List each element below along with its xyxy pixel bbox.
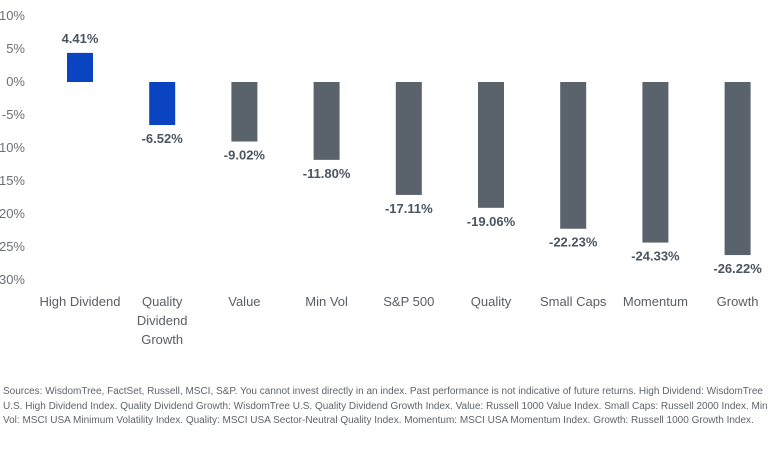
category-label: Quality — [471, 294, 512, 309]
category-label: Growth — [141, 332, 183, 347]
bar-chart: 10% 5% 0% -5% 10% 15% 20% 25% 30% 4.41% High Divid… — [0, 8, 762, 347]
bar — [724, 82, 751, 256]
data-label: -9.02% — [224, 148, 266, 163]
data-label: 4.41% — [62, 31, 99, 46]
category-label: High Dividend — [40, 294, 121, 309]
y-tick-label: 25% — [0, 239, 25, 254]
data-label: -22.23% — [549, 235, 598, 250]
bar — [478, 82, 504, 208]
y-tick-label: 10% — [0, 140, 25, 155]
sources-footnote: Sources: WisdomTree, FactSet, Russell, M… — [3, 386, 768, 426]
bar — [395, 82, 422, 195]
bar — [231, 82, 258, 142]
category-label: Min Vol — [305, 294, 348, 309]
category-label: Small Caps — [540, 294, 607, 309]
data-label: -19.06% — [467, 214, 516, 229]
y-tick-label: 10% — [0, 8, 25, 23]
bar — [149, 82, 176, 126]
data-label: -6.52% — [142, 131, 184, 146]
category-label: Dividend — [137, 313, 188, 328]
bar — [560, 82, 587, 229]
data-label: -26.22% — [713, 261, 762, 276]
y-tick-label: 15% — [0, 173, 25, 188]
data-label: -24.33% — [631, 249, 680, 264]
category-label: Value — [228, 294, 260, 309]
y-tick-label: 20% — [0, 206, 25, 221]
y-tick-label: -5% — [2, 107, 26, 122]
category-label: S&P 500 — [383, 294, 434, 309]
bar — [642, 82, 669, 243]
bar — [313, 82, 340, 160]
y-tick-label: 0% — [6, 74, 25, 89]
category-label: Momentum — [623, 294, 688, 309]
category-label: Quality — [142, 294, 183, 309]
y-tick-label: 5% — [6, 41, 25, 56]
data-label: -17.11% — [385, 201, 433, 216]
category-label: Growth — [717, 294, 759, 309]
bar — [67, 52, 93, 82]
y-tick-label: 30% — [0, 272, 25, 287]
data-label: -11.80% — [303, 166, 351, 181]
